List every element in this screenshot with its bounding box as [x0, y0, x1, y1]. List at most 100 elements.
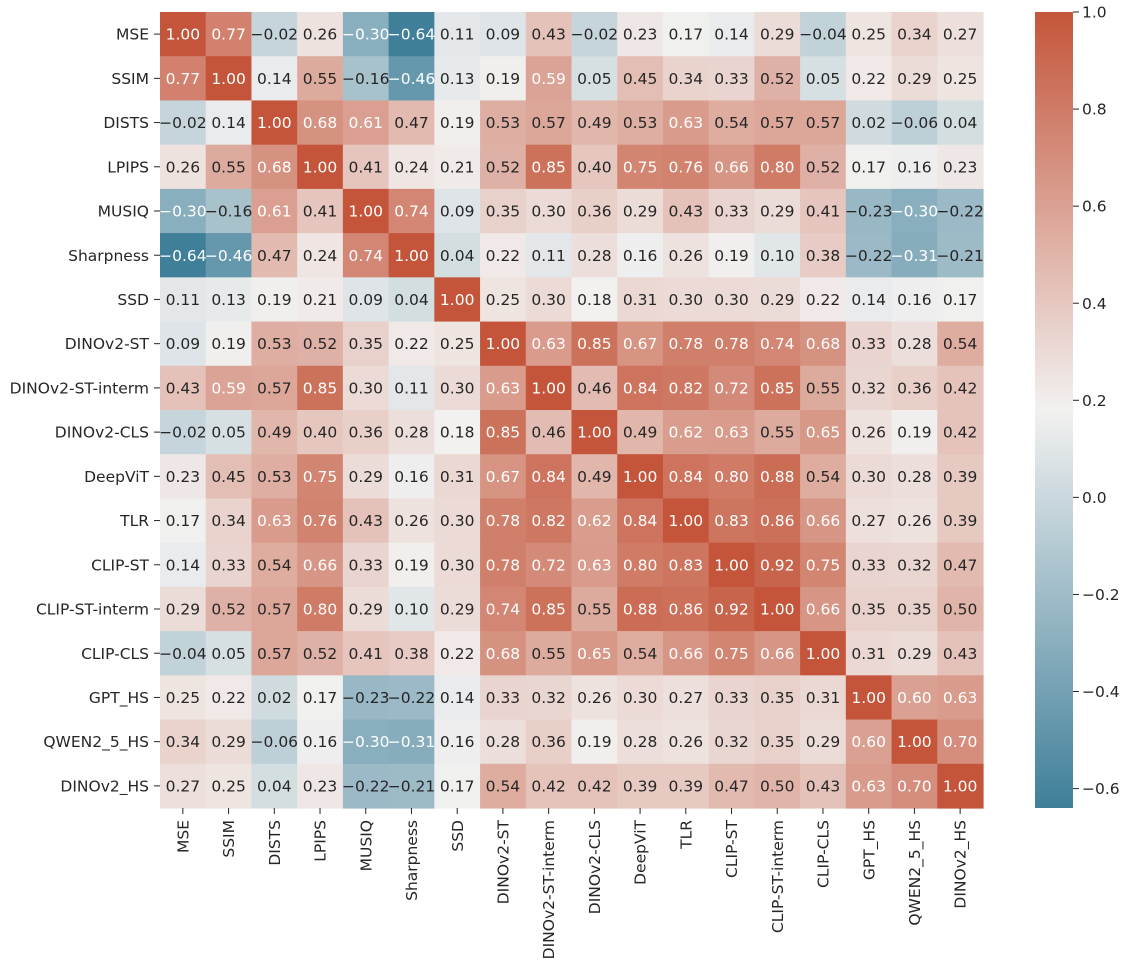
- cell-value-label: 0.14: [257, 70, 292, 88]
- cell-value-label: 0.84: [669, 468, 704, 486]
- heatmap-cell-lpips-ssd: [434, 144, 481, 190]
- heatmap-cell-clip-st-clip-st-interm: [754, 542, 801, 588]
- cell-value-label: 0.02: [851, 114, 886, 132]
- heatmap-cell-mse-dinov2-st-interm: [525, 12, 573, 57]
- cell-value-label: −0.04: [159, 645, 207, 663]
- cell-value-label: 0.04: [257, 777, 292, 795]
- heatmap-cell-lpips-dinov2-st: [480, 144, 527, 190]
- heatmap-cell-clip-st-interm-dists: [251, 586, 298, 632]
- cell-value-label: −0.31: [388, 733, 436, 751]
- cell-value-label: 0.29: [806, 733, 841, 751]
- heatmap-cell-ssd-clip-st-interm: [754, 277, 801, 323]
- heatmap-cell-musiq-ssd: [434, 188, 481, 234]
- cell-value-label: 0.60: [897, 689, 932, 707]
- cell-value-label: 0.27: [166, 777, 201, 795]
- cell-value-label: 0.30: [851, 468, 886, 486]
- heatmap-cells: [160, 12, 984, 809]
- cell-value-label: 0.47: [257, 247, 292, 265]
- heatmap-cell-qwen2-5-hs-clip-st-interm: [754, 719, 801, 765]
- cell-value-label: 0.55: [531, 645, 566, 663]
- cell-value-label: 0.53: [623, 114, 658, 132]
- heatmap-cell-tlr-dinov2-cls: [571, 498, 618, 544]
- heatmap-cell-dinov2-cls-clip-st-interm: [754, 410, 801, 455]
- heatmap-cell-clip-st-qwen2-5-hs: [891, 542, 938, 588]
- cell-value-label: 0.36: [577, 203, 612, 221]
- cell-value-label: 0.52: [806, 158, 841, 176]
- heatmap-cell-lpips-clip-st: [708, 144, 755, 190]
- y-tick-label-dinov2-st: DINOv2-ST: [65, 335, 150, 353]
- cell-value-label: 0.16: [623, 247, 658, 265]
- heatmap-cell-musiq-sharpness: [388, 188, 435, 234]
- heatmap-cell-sharpness-dinov2-st: [480, 233, 527, 278]
- cell-value-label: 0.55: [303, 70, 338, 88]
- cell-value-label: 0.65: [577, 645, 612, 663]
- cell-value-label: −0.46: [388, 70, 436, 88]
- heatmap-cell-deepvit-mse: [160, 454, 207, 500]
- x-tick-label-deepvit: DeepViT: [632, 819, 650, 884]
- cell-value-label: 0.45: [211, 468, 246, 486]
- cell-value-label: 0.22: [394, 335, 429, 353]
- cell-value-label: 0.17: [943, 291, 978, 309]
- cell-value-label: 0.66: [760, 645, 795, 663]
- heatmap-cell-lpips-gpt-hs: [845, 144, 893, 190]
- cell-value-label: 0.55: [577, 601, 612, 619]
- cell-value-label: 0.25: [943, 70, 978, 88]
- heatmap-cell-deepvit-deepvit: [617, 454, 664, 500]
- cell-value-label: 0.14: [714, 26, 749, 44]
- cell-value-label: 0.27: [669, 689, 704, 707]
- cell-value-label: 0.16: [303, 733, 338, 751]
- cell-value-label: 0.35: [760, 733, 795, 751]
- cell-value-label: 0.18: [440, 424, 475, 442]
- cell-value-label: 0.33: [714, 70, 749, 88]
- heatmap-cell-clip-st-clip-st: [708, 542, 755, 588]
- x-axis: MSE SSIM DISTS LPIPS MUSIQ Sharpness SSD DINOv2…: [174, 808, 971, 959]
- heatmap-cell-dinov2-cls-sharpness: [388, 410, 435, 455]
- cell-value-label: 0.60: [851, 733, 886, 751]
- heatmap-cell-ssd-mse: [160, 277, 207, 323]
- cell-value-label: 0.29: [440, 601, 475, 619]
- heatmap-cell-dinov2-hs-clip-st-interm: [754, 763, 801, 809]
- heatmap-cell-dinov2-cls-dinov2-st-interm: [525, 410, 573, 455]
- heatmap-cell-dinov2-cls-gpt-hs: [845, 410, 893, 455]
- heatmap-cell-mse-qwen2-5-hs: [891, 12, 938, 57]
- heatmap-cell-sharpness-sharpness: [388, 233, 435, 278]
- heatmap-cell-ssim-dinov2-st-interm: [525, 56, 573, 102]
- heatmap-cell-dinov2-hs-lpips: [297, 763, 344, 809]
- cell-value-label: 0.52: [486, 158, 521, 176]
- heatmap-cell-ssim-sharpness: [388, 56, 435, 102]
- cell-value-label: 0.53: [257, 335, 292, 353]
- cell-value-label: 0.85: [531, 601, 566, 619]
- heatmap-cell-dinov2-hs-dinov2-hs: [937, 763, 984, 809]
- cell-value-label: 0.62: [577, 512, 612, 530]
- cell-value-label: 0.75: [806, 556, 841, 574]
- cell-value-label: 0.19: [394, 556, 429, 574]
- heatmap-cell-sharpness-deepvit: [617, 233, 664, 278]
- heatmap-cell-gpt-hs-dinov2-st: [480, 675, 527, 721]
- cell-value-label: 1.00: [394, 247, 429, 265]
- cell-value-label: 0.26: [669, 247, 704, 265]
- heatmap-cell-ssim-qwen2-5-hs: [891, 56, 938, 102]
- heatmap-cell-gpt-hs-deepvit: [617, 675, 664, 721]
- cell-value-label: 0.47: [714, 777, 749, 795]
- heatmap-cell-clip-st-dists: [251, 542, 298, 588]
- heatmap-cell-dinov2-st-musiq: [342, 321, 390, 367]
- heatmap-cell-clip-st-dinov2-st: [480, 542, 527, 588]
- heatmap-cell-ssim-tlr: [662, 56, 710, 102]
- heatmap-cell-lpips-ssim: [205, 144, 253, 190]
- heatmap-cell-mse-dinov2-st: [480, 12, 527, 57]
- heatmap-cell-qwen2-5-hs-ssd: [434, 719, 481, 765]
- cell-value-label: 0.14: [166, 556, 201, 574]
- heatmap-cell-qwen2-5-hs-deepvit: [617, 719, 664, 765]
- heatmap-cell-deepvit-musiq: [342, 454, 390, 500]
- heatmap-cell-clip-cls-lpips: [297, 631, 344, 676]
- heatmap-cell-dinov2-hs-musiq: [342, 763, 390, 809]
- heatmap-cell-clip-cls-dists: [251, 631, 298, 676]
- x-tick-label-clip-cls: CLIP-CLS: [815, 820, 833, 888]
- heatmap-cell-dinov2-hs-dinov2-st: [480, 763, 527, 809]
- heatmap-cell-tlr-musiq: [342, 498, 390, 544]
- heatmap-cell-tlr-mse: [160, 498, 207, 544]
- cell-value-label: 0.61: [257, 203, 292, 221]
- cell-value-label: 0.36: [897, 379, 932, 397]
- cell-value-label: 0.10: [394, 601, 429, 619]
- cell-value-label: −0.30: [891, 203, 939, 221]
